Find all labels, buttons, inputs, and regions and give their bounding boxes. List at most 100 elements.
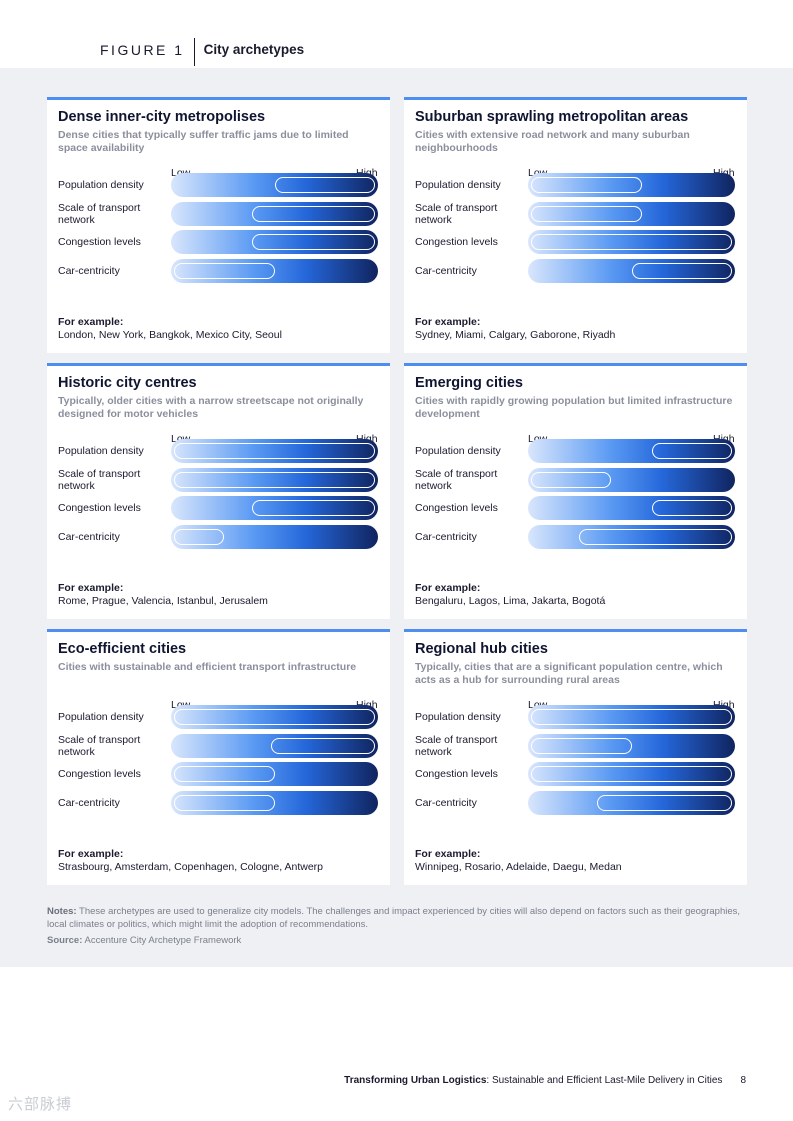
metric-row: Scale of transport network xyxy=(47,466,390,494)
metric-range-indicator xyxy=(252,206,375,222)
card-subtitle: Cities with sustainable and efficient tr… xyxy=(58,661,357,673)
example-heading: For example: xyxy=(58,316,124,328)
metric-label: Population density xyxy=(58,711,144,723)
metric-gradient-bar xyxy=(528,202,735,226)
metric-gradient-bar xyxy=(171,496,378,520)
card-subtitle: Cities with extensive road network and m… xyxy=(415,129,690,154)
metric-label: Population density xyxy=(58,445,144,457)
card-subtitle: Dense cities that typically suffer traff… xyxy=(58,129,349,154)
metric-range-indicator xyxy=(252,500,375,516)
figure-label: FIGURE 1 xyxy=(100,42,185,58)
header-divider xyxy=(193,38,195,66)
metric-range-indicator xyxy=(174,443,375,459)
example-cities: Bengaluru, Lagos, Lima, Jakarta, Bogotá xyxy=(415,595,606,607)
card-subtitle: Cities with rapidly growing population b… xyxy=(415,395,733,420)
footer-doc-title: Transforming Urban Logistics xyxy=(344,1075,487,1086)
metric-gradient-bar xyxy=(528,762,735,786)
notes-label: Notes: xyxy=(47,906,77,917)
metric-range-indicator xyxy=(270,738,375,754)
metric-row: Population density xyxy=(47,437,390,465)
metric-row: Population density xyxy=(404,171,747,199)
metric-row: Population density xyxy=(47,171,390,199)
metric-row: Congestion levels xyxy=(47,228,390,256)
archetype-card: Regional hub cities Typically, cities tha… xyxy=(404,629,747,885)
metric-label: Population density xyxy=(58,179,144,191)
metric-gradient-bar xyxy=(171,230,378,254)
example-cities: Rome, Prague, Valencia, Istanbul, Jerusa… xyxy=(58,595,268,607)
source-text: Accenture City Archetype Framework xyxy=(82,935,242,946)
metric-row: Population density xyxy=(404,437,747,465)
metric-label: Car-centricity xyxy=(58,265,120,277)
metric-range-indicator xyxy=(274,177,375,193)
metric-range-indicator xyxy=(174,472,375,488)
metric-row: Population density xyxy=(47,703,390,731)
metric-gradient-bar xyxy=(528,468,735,492)
metric-row: Population density xyxy=(404,703,747,731)
archetype-card: Suburban sprawling metropolitan areas Cit… xyxy=(404,97,747,353)
card-subtitle: Typically, older cities with a narrow st… xyxy=(58,395,364,420)
metric-row: Congestion levels xyxy=(47,494,390,522)
card-title: Dense inner-city metropolises xyxy=(58,109,266,125)
metric-row: Congestion levels xyxy=(404,760,747,788)
metric-gradient-bar xyxy=(528,525,735,549)
metric-label: Car-centricity xyxy=(58,797,120,809)
notes-text: These archetypes are used to generalize … xyxy=(47,906,741,930)
metric-range-indicator xyxy=(531,234,732,250)
metric-label: Population density xyxy=(415,711,501,723)
card-title: Emerging cities xyxy=(415,375,523,391)
metric-range-indicator xyxy=(631,263,732,279)
example-cities: Sydney, Miami, Calgary, Gaborone, Riyadh xyxy=(415,329,616,341)
metric-gradient-bar xyxy=(171,173,378,197)
example-cities: Winnipeg, Rosario, Adelaide, Daegu, Meda… xyxy=(415,861,622,873)
metric-label: Car-centricity xyxy=(415,531,477,543)
metric-label: Scale of transport network xyxy=(415,202,498,226)
metric-label: Population density xyxy=(415,179,501,191)
metric-range-indicator xyxy=(174,263,275,279)
metric-label: Scale of transport network xyxy=(415,734,498,758)
metric-row: Congestion levels xyxy=(404,228,747,256)
figure-title: City archetypes xyxy=(203,42,305,57)
example-cities: Strasbourg, Amsterdam, Copenhagen, Colog… xyxy=(58,861,323,873)
metric-label: Congestion levels xyxy=(58,236,141,248)
metric-label: Congestion levels xyxy=(415,236,498,248)
metric-label: Congestion levels xyxy=(415,768,498,780)
metric-row: Car-centricity xyxy=(47,257,390,285)
metric-row: Congestion levels xyxy=(404,494,747,522)
archetype-card: Dense inner-city metropolises Dense citie… xyxy=(47,97,390,353)
metric-row: Car-centricity xyxy=(404,257,747,285)
metric-row: Car-centricity xyxy=(404,523,747,551)
metric-row: Scale of transport network xyxy=(47,732,390,760)
card-title: Suburban sprawling metropolitan areas xyxy=(415,109,689,125)
metric-row: Scale of transport network xyxy=(404,732,747,760)
archetype-card: Historic city centres Typically, older ci… xyxy=(47,363,390,619)
metric-row: Scale of transport network xyxy=(47,200,390,228)
metric-range-indicator xyxy=(174,795,275,811)
metric-gradient-bar xyxy=(171,762,378,786)
metric-range-indicator xyxy=(531,472,612,488)
metric-range-indicator xyxy=(531,709,732,725)
metric-row: Car-centricity xyxy=(404,789,747,817)
metric-row: Congestion levels xyxy=(47,760,390,788)
metric-label: Scale of transport network xyxy=(58,202,141,226)
card-subtitle: Typically, cities that are a significant… xyxy=(415,661,723,686)
metric-gradient-bar xyxy=(171,259,378,283)
metric-gradient-bar xyxy=(528,734,735,758)
metric-gradient-bar xyxy=(528,173,735,197)
metric-gradient-bar xyxy=(171,791,378,815)
metric-gradient-bar xyxy=(528,705,735,729)
metric-range-indicator xyxy=(531,766,732,782)
archetype-card: Eco-efficient cities Cities with sustaina… xyxy=(47,629,390,885)
example-heading: For example: xyxy=(58,582,124,594)
metric-range-indicator xyxy=(174,709,375,725)
source-label: Source: xyxy=(47,935,83,946)
metric-gradient-bar xyxy=(528,439,735,463)
metric-gradient-bar xyxy=(528,230,735,254)
metric-row: Car-centricity xyxy=(47,789,390,817)
footer-title: Transforming Urban Logistics: Sustainabl… xyxy=(344,1075,722,1086)
metric-range-indicator xyxy=(651,443,732,459)
watermark-logo: 六部脉搏 xyxy=(8,1096,73,1113)
archetype-card: Emerging cities Cities with rapidly growi… xyxy=(404,363,747,619)
example-cities: London, New York, Bangkok, Mexico City, … xyxy=(58,329,282,341)
example-heading: For example: xyxy=(415,316,481,328)
figure-header: FIGURE 1 City archetypes xyxy=(100,38,304,68)
